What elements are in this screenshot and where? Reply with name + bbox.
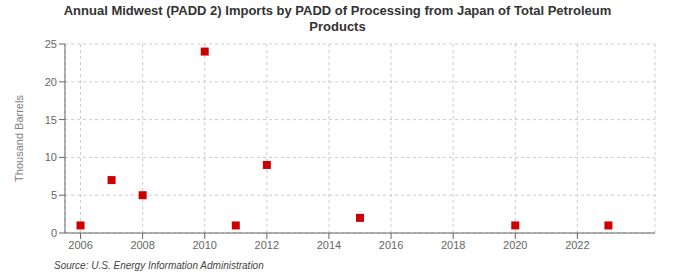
svg-text:2022: 2022 bbox=[565, 239, 589, 251]
html-text:Annual Midwest (PADD 2) Import: Annual Midwest (PADD 2) Imports by PADD … bbox=[63, 3, 612, 18]
html-text:Source: U.S. Energy Informatio: Source: U.S. Energy Information Administ… bbox=[54, 260, 264, 271]
svg-text:2006: 2006 bbox=[68, 239, 92, 251]
svg-text:2012: 2012 bbox=[255, 239, 279, 251]
svg-text:2018: 2018 bbox=[441, 239, 465, 251]
svg-text:25: 25 bbox=[45, 38, 57, 50]
svg-text:2014: 2014 bbox=[317, 239, 341, 251]
svg-text:20: 20 bbox=[45, 76, 57, 88]
svg-text:5: 5 bbox=[51, 189, 57, 201]
svg-text:10: 10 bbox=[45, 151, 57, 163]
svg-text:2020: 2020 bbox=[503, 239, 527, 251]
svg-text:0: 0 bbox=[51, 227, 57, 239]
svg-text:15: 15 bbox=[45, 114, 57, 126]
html-text:Products: Products bbox=[309, 19, 366, 34]
svg-text:2010: 2010 bbox=[192, 239, 216, 251]
svg-text:Thousand Barrels: Thousand Barrels bbox=[13, 95, 25, 182]
svg-text:2016: 2016 bbox=[379, 239, 403, 251]
svg-text:2008: 2008 bbox=[130, 239, 154, 251]
